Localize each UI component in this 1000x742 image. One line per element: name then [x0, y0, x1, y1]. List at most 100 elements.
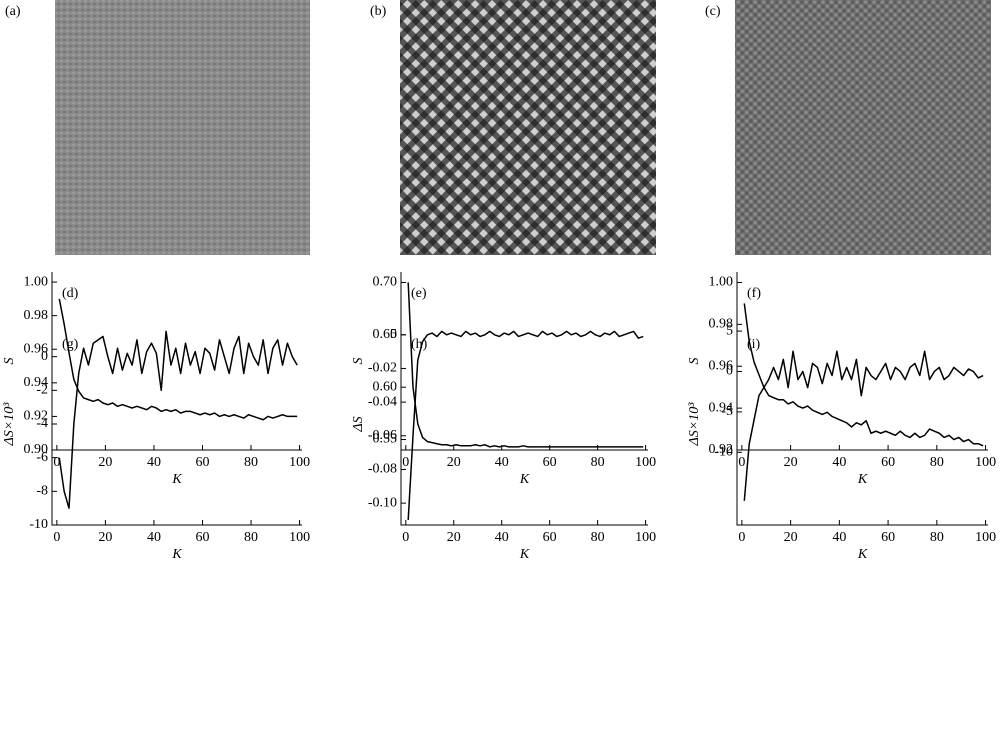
- y-axis-label: S: [2, 358, 17, 365]
- x-tick-label: 60: [543, 530, 557, 545]
- axis: [736, 323, 988, 526]
- x-tick-label: 100: [975, 455, 996, 470]
- x-tick-label: 20: [447, 455, 461, 470]
- x-tick-label: 80: [591, 455, 605, 470]
- x-tick-label: 20: [784, 530, 798, 545]
- x-axis-label: K: [519, 472, 530, 487]
- data-line: [58, 298, 298, 421]
- x-axis-label: K: [171, 472, 182, 487]
- y-tick-label: -10: [29, 517, 48, 532]
- texture-image: [735, 0, 991, 255]
- x-tick-label: 20: [447, 530, 461, 545]
- x-tick-label: 60: [543, 455, 557, 470]
- x-tick-label: 100: [635, 530, 656, 545]
- y-tick-label: -0.06: [368, 428, 397, 443]
- axis: [400, 323, 648, 526]
- axis: [400, 272, 648, 451]
- y-tick-label: 0.55: [373, 432, 398, 447]
- x-axis-label: K: [857, 472, 868, 487]
- y-tick-label: -10: [714, 444, 733, 459]
- x-tick-label: 80: [930, 455, 944, 470]
- x-tick-label: 80: [244, 530, 258, 545]
- x-tick-label: 40: [832, 455, 846, 470]
- x-axis-label: K: [857, 547, 868, 562]
- y-tick-label: -0.02: [368, 361, 397, 376]
- x-tick-label: 100: [635, 455, 656, 470]
- y-tick-label: -2: [36, 383, 48, 398]
- y-tick-label: -4: [36, 416, 48, 431]
- x-tick-label: 100: [289, 455, 310, 470]
- x-tick-label: 0: [53, 455, 60, 470]
- x-axis-label: K: [519, 547, 530, 562]
- y-tick-label: 0.92: [24, 409, 49, 424]
- y-axis-label: ΔS: [351, 416, 366, 432]
- x-tick-label: 0: [738, 455, 745, 470]
- x-tick-label: 20: [784, 455, 798, 470]
- panel-label: (g): [62, 337, 79, 352]
- texture-image: [55, 0, 310, 255]
- x-tick-label: 100: [975, 530, 996, 545]
- x-tick-label: 40: [147, 530, 161, 545]
- texture-image: [400, 0, 656, 255]
- y-tick-label: 0.98: [709, 317, 734, 332]
- y-tick-label: -0.10: [368, 495, 397, 510]
- x-tick-label: 80: [244, 455, 258, 470]
- image-label: (c): [705, 4, 721, 19]
- y-tick-label: 5: [726, 323, 733, 338]
- x-tick-label: 40: [495, 455, 509, 470]
- y-tick-label: 0.96: [24, 341, 49, 356]
- y-axis-label: S: [687, 358, 702, 365]
- y-tick-label: 0: [726, 364, 733, 379]
- data-line: [743, 303, 984, 447]
- y-tick-label: 0.96: [709, 358, 734, 373]
- x-tick-label: 40: [147, 455, 161, 470]
- x-tick-label: 40: [832, 530, 846, 545]
- panel-label: (e): [411, 286, 427, 301]
- x-tick-label: 60: [881, 455, 895, 470]
- y-tick-label: -0.08: [368, 462, 397, 477]
- x-tick-label: 20: [98, 530, 112, 545]
- x-tick-label: 0: [402, 455, 409, 470]
- x-axis-label: K: [171, 547, 182, 562]
- y-tick-label: 0.92: [709, 442, 734, 457]
- y-axis-label: ΔS×10³: [2, 402, 17, 447]
- y-tick-label: -0.04: [368, 394, 397, 409]
- y-tick-label: -8: [36, 484, 48, 499]
- x-tick-label: 60: [195, 530, 209, 545]
- y-tick-label: 0.90: [24, 442, 49, 457]
- y-tick-label: 0.98: [24, 308, 49, 323]
- x-tick-label: 60: [195, 455, 209, 470]
- x-tick-label: 80: [930, 530, 944, 545]
- data-line: [407, 282, 644, 448]
- x-tick-label: 0: [738, 530, 745, 545]
- x-tick-label: 0: [53, 530, 60, 545]
- image-label: (b): [370, 4, 387, 19]
- y-axis-label: S: [351, 358, 366, 365]
- data-line: [743, 350, 984, 501]
- image-label: (a): [5, 4, 21, 19]
- y-tick-label: 0: [41, 349, 48, 364]
- y-tick-label: 0.94: [709, 400, 734, 415]
- y-tick-label: 0.70: [373, 275, 398, 290]
- y-tick-label: 0.60: [373, 379, 398, 394]
- y-tick-label: 0: [390, 327, 397, 342]
- y-tick-label: 1.00: [709, 275, 734, 290]
- x-tick-label: 80: [591, 530, 605, 545]
- x-tick-label: 20: [98, 455, 112, 470]
- y-tick-label: 1.00: [24, 274, 49, 289]
- panel-label: (d): [62, 286, 79, 301]
- panel-label: (h): [411, 337, 428, 352]
- x-tick-label: 0: [402, 530, 409, 545]
- x-tick-label: 40: [495, 530, 509, 545]
- data-line: [58, 330, 298, 509]
- y-axis-label: ΔS×10³: [687, 402, 702, 447]
- x-tick-label: 100: [289, 530, 310, 545]
- y-tick-label: -6: [36, 450, 48, 465]
- y-tick-label: 0.65: [373, 327, 398, 342]
- data-line: [407, 330, 644, 520]
- panel-label: (i): [747, 337, 761, 352]
- y-tick-label: -5: [721, 404, 733, 419]
- y-tick-label: 0.94: [24, 375, 49, 390]
